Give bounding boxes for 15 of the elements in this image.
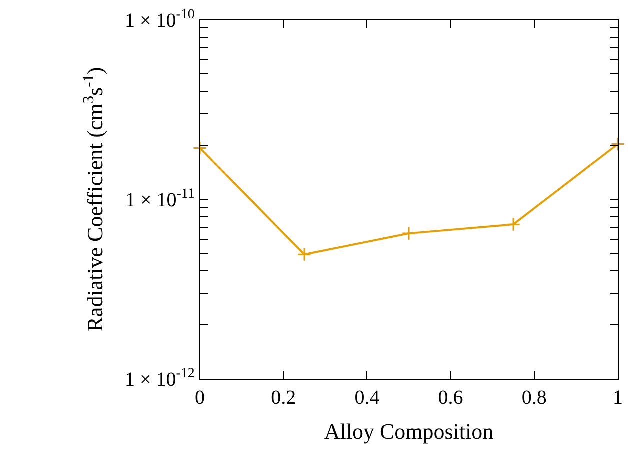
x-tick-label: 0 [195,387,205,410]
x-tick-label: 0.6 [438,387,464,410]
y-tick-label: 1 × 10$^{-10}$ [124,8,195,32]
point [192,141,208,156]
x-tick-label: 0.2 [271,387,296,410]
x-tick-label: 0.8 [522,387,547,410]
x-tick-label: 1 [613,387,623,410]
x-tick-label: 0.4 [354,387,380,410]
point [610,137,626,152]
y-tick-label: 1 × 10$^{-11}$ [125,187,195,212]
point [297,248,312,262]
y-tick-label: 1 × 10$^{-12}$ [124,366,195,391]
point [506,218,521,232]
point [402,226,416,241]
x-axis-title: Alloy Composition [324,419,494,444]
